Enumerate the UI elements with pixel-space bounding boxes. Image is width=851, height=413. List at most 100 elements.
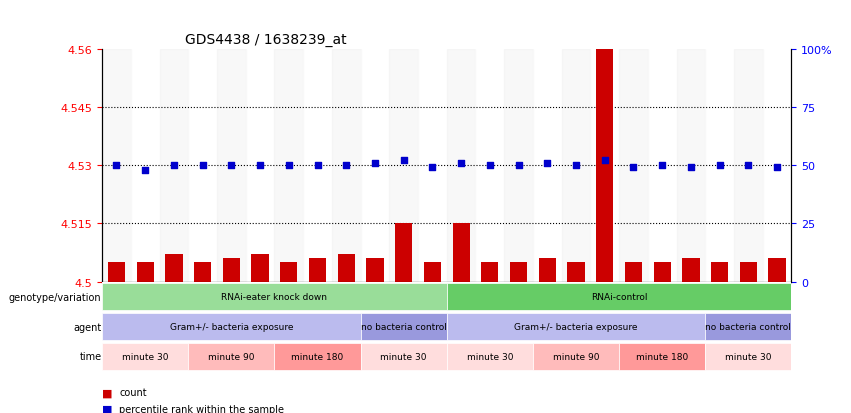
FancyBboxPatch shape xyxy=(361,343,447,370)
Point xyxy=(340,162,353,169)
Bar xyxy=(504,50,533,282)
Point xyxy=(741,162,755,169)
Bar xyxy=(136,263,154,282)
Text: GDS4438 / 1638239_at: GDS4438 / 1638239_at xyxy=(185,33,346,47)
FancyBboxPatch shape xyxy=(102,283,447,310)
FancyBboxPatch shape xyxy=(705,343,791,370)
Bar xyxy=(246,50,274,282)
FancyBboxPatch shape xyxy=(447,313,705,340)
Bar xyxy=(131,50,160,282)
Bar xyxy=(252,255,269,282)
Text: minute 30: minute 30 xyxy=(122,352,168,361)
Point xyxy=(311,162,324,169)
Text: minute 30: minute 30 xyxy=(725,352,772,361)
Bar xyxy=(539,259,556,282)
Text: ■: ■ xyxy=(102,404,112,413)
Bar xyxy=(482,263,499,282)
Text: no bacteria control: no bacteria control xyxy=(361,322,447,331)
Bar xyxy=(108,263,125,282)
Text: Gram+/- bacteria exposure: Gram+/- bacteria exposure xyxy=(514,322,637,331)
FancyBboxPatch shape xyxy=(188,343,274,370)
Point xyxy=(626,165,640,171)
Bar xyxy=(740,263,757,282)
Bar xyxy=(395,224,412,282)
Bar xyxy=(596,50,614,282)
Point xyxy=(110,162,123,169)
Bar xyxy=(424,263,441,282)
Text: count: count xyxy=(119,387,146,397)
Bar xyxy=(274,50,303,282)
Point xyxy=(254,162,267,169)
Text: ■: ■ xyxy=(102,387,112,397)
Point xyxy=(598,158,612,164)
Bar xyxy=(223,259,240,282)
Bar xyxy=(734,50,762,282)
Text: minute 30: minute 30 xyxy=(380,352,427,361)
Bar xyxy=(533,50,562,282)
Point xyxy=(397,158,410,164)
Bar xyxy=(620,50,648,282)
Point xyxy=(483,162,497,169)
FancyBboxPatch shape xyxy=(620,343,705,370)
Bar xyxy=(768,259,785,282)
Text: minute 90: minute 90 xyxy=(208,352,254,361)
Text: no bacteria control: no bacteria control xyxy=(705,322,791,331)
Bar xyxy=(711,263,728,282)
Text: minute 30: minute 30 xyxy=(466,352,513,361)
Bar xyxy=(338,255,355,282)
Text: genotype/variation: genotype/variation xyxy=(9,292,101,302)
Bar xyxy=(447,50,476,282)
Point xyxy=(225,162,238,169)
Point xyxy=(540,160,554,167)
FancyBboxPatch shape xyxy=(361,313,447,340)
Bar xyxy=(309,259,326,282)
FancyBboxPatch shape xyxy=(102,313,361,340)
Text: minute 180: minute 180 xyxy=(636,352,688,361)
Bar xyxy=(648,50,677,282)
Bar xyxy=(217,50,246,282)
FancyBboxPatch shape xyxy=(102,343,188,370)
Bar xyxy=(366,259,384,282)
Bar xyxy=(418,50,447,282)
Text: percentile rank within the sample: percentile rank within the sample xyxy=(119,404,284,413)
Bar xyxy=(280,263,298,282)
Bar xyxy=(677,50,705,282)
Bar xyxy=(361,50,389,282)
Bar xyxy=(683,259,700,282)
Bar xyxy=(160,50,188,282)
FancyBboxPatch shape xyxy=(447,283,791,310)
Bar xyxy=(303,50,332,282)
FancyBboxPatch shape xyxy=(447,343,533,370)
Text: RNAi-eater knock down: RNAi-eater knock down xyxy=(221,292,328,301)
Text: RNAi-control: RNAi-control xyxy=(591,292,648,301)
Point xyxy=(167,162,180,169)
Bar xyxy=(510,263,527,282)
FancyBboxPatch shape xyxy=(705,313,791,340)
FancyBboxPatch shape xyxy=(274,343,361,370)
Point xyxy=(426,165,439,171)
Point xyxy=(139,167,152,174)
Bar xyxy=(762,50,791,282)
Bar xyxy=(476,50,504,282)
Text: agent: agent xyxy=(73,322,101,332)
Bar xyxy=(102,50,131,282)
Bar xyxy=(389,50,418,282)
Bar xyxy=(165,255,182,282)
Bar xyxy=(453,224,470,282)
Bar xyxy=(568,263,585,282)
Text: minute 90: minute 90 xyxy=(553,352,599,361)
Point xyxy=(684,165,698,171)
Bar xyxy=(188,50,217,282)
Bar xyxy=(705,50,734,282)
Bar xyxy=(654,263,671,282)
Bar xyxy=(625,263,643,282)
Point xyxy=(569,162,583,169)
Bar xyxy=(194,263,211,282)
FancyBboxPatch shape xyxy=(533,343,620,370)
Text: minute 180: minute 180 xyxy=(291,352,344,361)
Point xyxy=(713,162,727,169)
Bar xyxy=(562,50,591,282)
Point xyxy=(770,165,784,171)
Point xyxy=(196,162,209,169)
Bar xyxy=(591,50,620,282)
